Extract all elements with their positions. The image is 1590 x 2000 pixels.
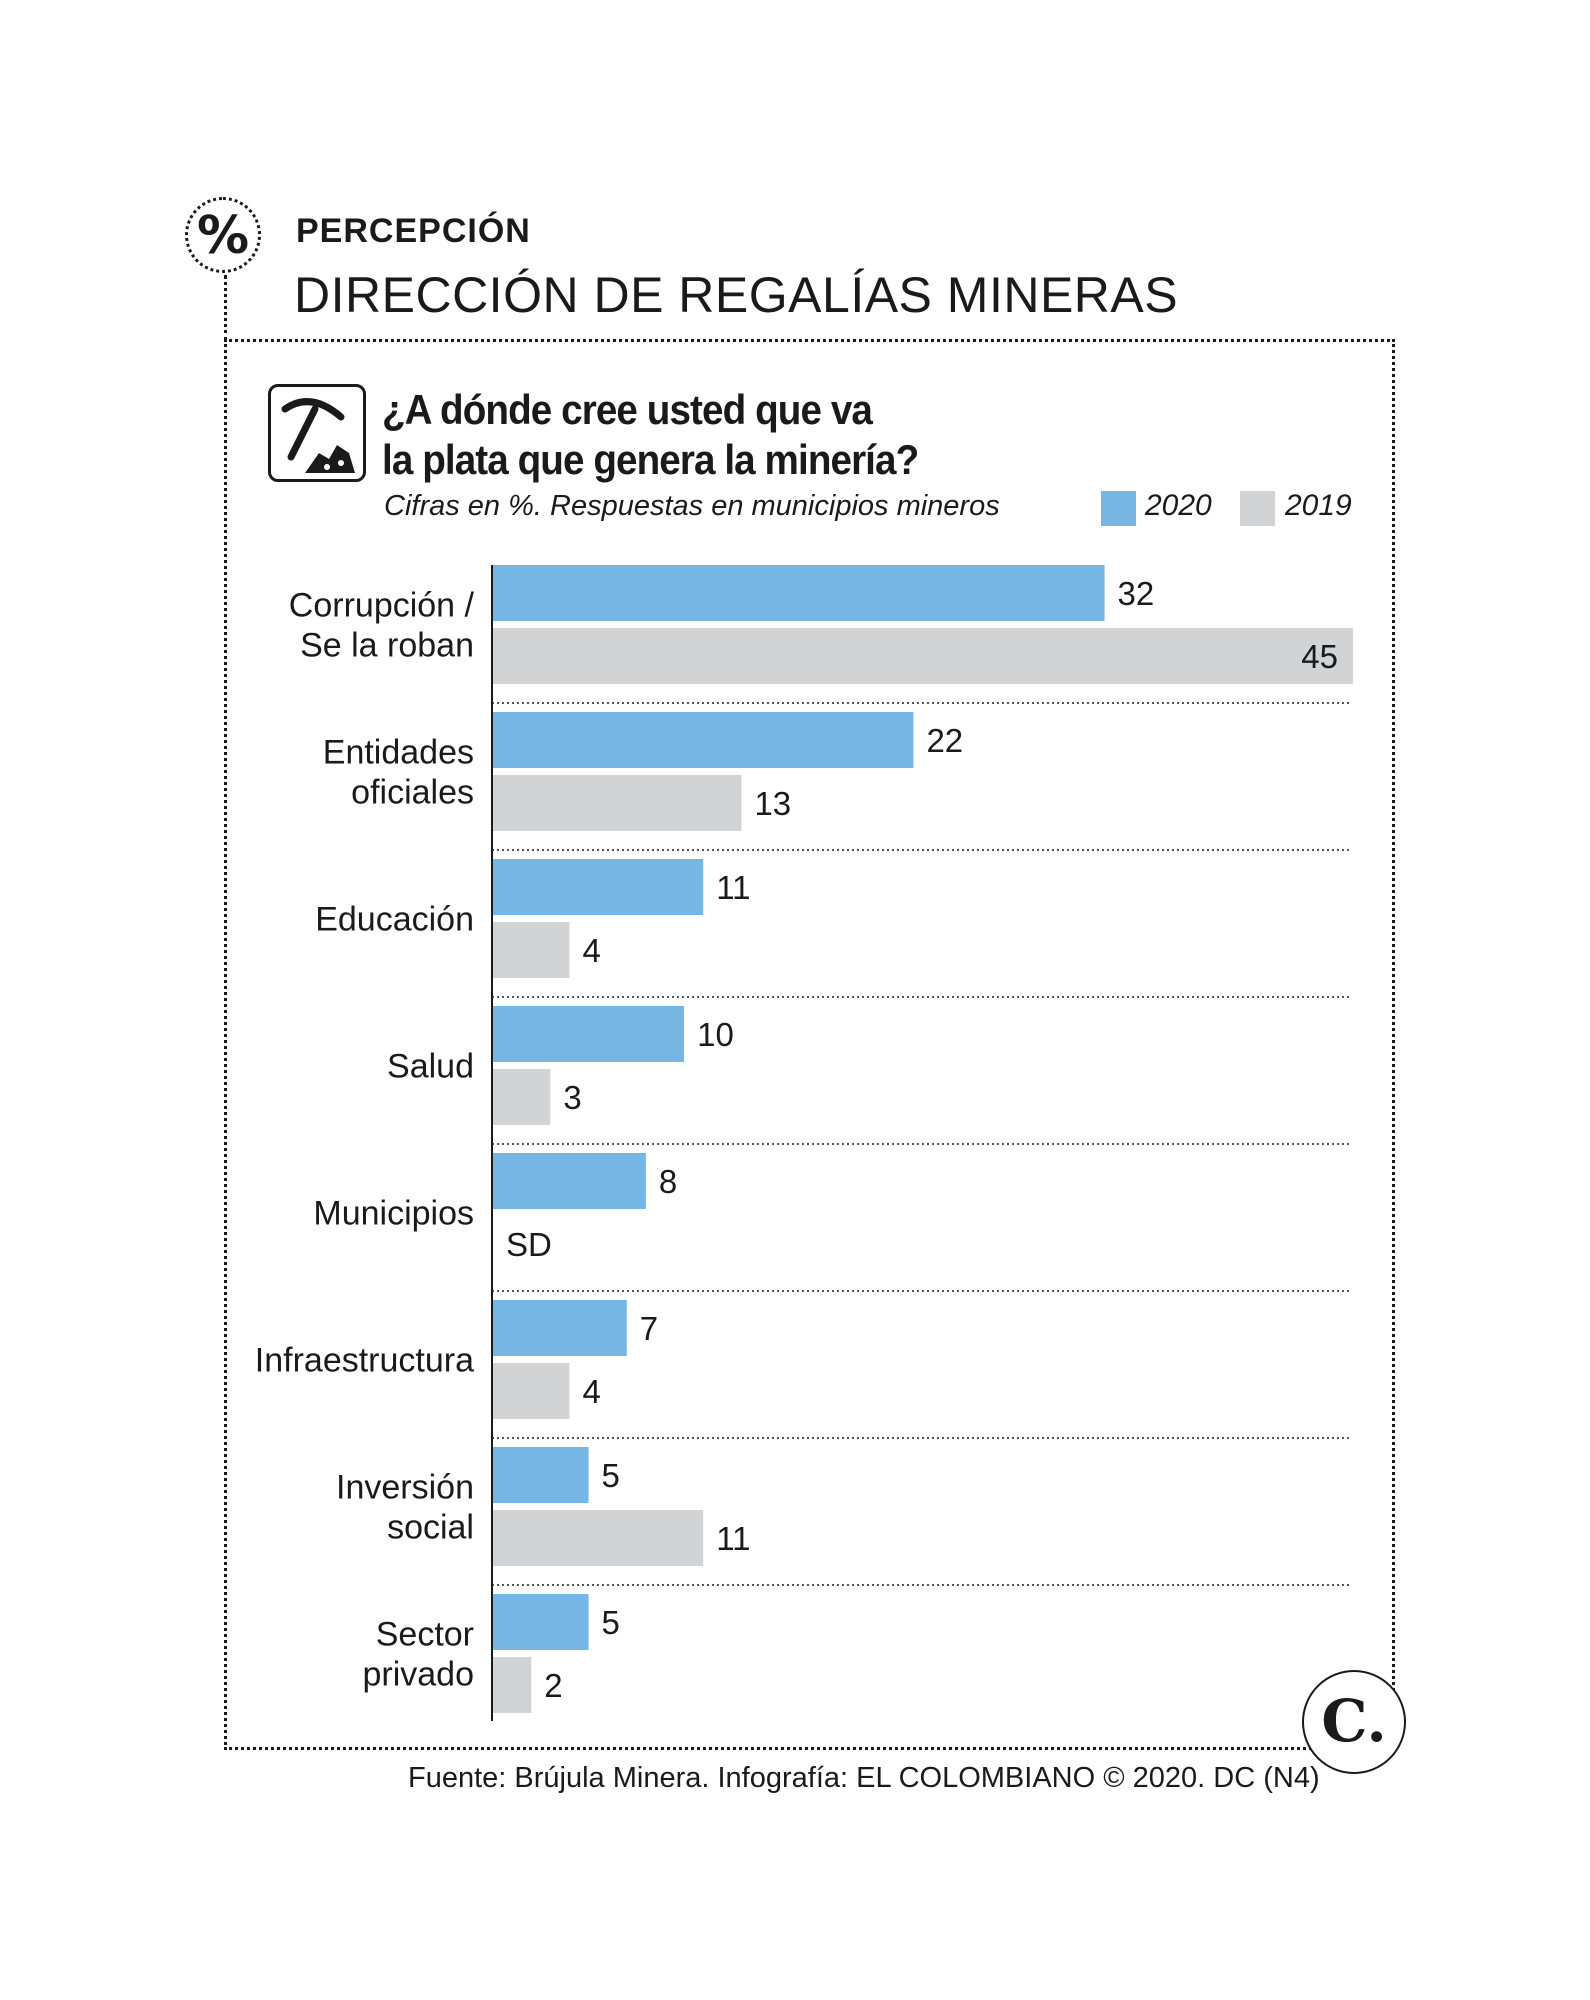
category-label: Entidades [323,734,474,772]
data-label-2019: 13 [754,785,791,822]
section-kicker: PERCEPCIÓN [296,212,531,250]
bar-2019 [493,1510,704,1566]
legend-label-2020: 2020 [1145,489,1212,522]
data-label-2019: 45 [1301,638,1338,675]
legend-label-2019: 2019 [1285,489,1352,522]
bar-2020 [493,1153,646,1209]
category-label: Infraestructura [255,1342,474,1380]
data-label-2020: 10 [697,1016,734,1053]
bar-2020 [493,1447,589,1503]
el-colombiano-logo: C. [1302,1670,1406,1774]
data-label-2019: 11 [716,1520,750,1557]
category-label: Corrupción / [289,587,475,625]
data-label-2020: 5 [602,1604,620,1641]
data-label-2020: 32 [1118,575,1155,612]
bar-2020 [493,712,914,768]
percent-icon: % [185,197,261,273]
chart-subtitle: Cifras en %. Respuestas en municipios mi… [384,490,1000,522]
question-line-2: la plata que genera la minería? [382,436,919,483]
bar-2020 [493,1594,589,1650]
data-label-2020: 7 [640,1310,658,1347]
dotted-connector [224,275,227,341]
bar-2020 [493,1006,685,1062]
data-label-2020: 8 [659,1163,677,1200]
category-label: Salud [387,1048,474,1086]
question-line-1: ¿A dónde cree usted que va [382,386,873,433]
category-label: social [387,1509,474,1547]
bar-2019 [493,628,1353,684]
data-label-2020: 5 [602,1457,620,1494]
bar-2019 [493,1363,570,1419]
category-label: Municipios [313,1195,474,1233]
bar-2019 [493,1069,551,1125]
data-label-2019: SD [506,1226,552,1263]
category-label: Sector [376,1616,474,1654]
legend-swatch-2019 [1240,491,1275,526]
bar-2019 [493,775,742,831]
chart-frame [224,339,1395,1750]
data-label-2020: 11 [716,869,750,906]
bar-2020 [493,565,1105,621]
category-label: oficiales [351,774,474,812]
category-label: Educación [315,901,474,939]
category-label: privado [362,1656,474,1694]
data-label-2019: 4 [582,1373,600,1410]
bar-2019 [493,922,570,978]
page-title: DIRECCIÓN DE REGALÍAS MINERAS [294,267,1179,323]
data-label-2019: 3 [563,1079,581,1116]
pickaxe-mining-icon [268,384,366,482]
bar-2020 [493,859,704,915]
data-label-2019: 4 [582,932,600,969]
source-credit: Fuente: Brújula Minera. Infografía: EL C… [408,1762,1320,1794]
data-label-2019: 2 [544,1667,562,1704]
bar-2019 [493,1657,532,1713]
bar-2020 [493,1300,627,1356]
legend-swatch-2020 [1101,491,1136,526]
category-label: Se la roban [300,627,474,665]
category-label: Inversión [336,1469,474,1507]
data-label-2020: 22 [926,722,963,759]
